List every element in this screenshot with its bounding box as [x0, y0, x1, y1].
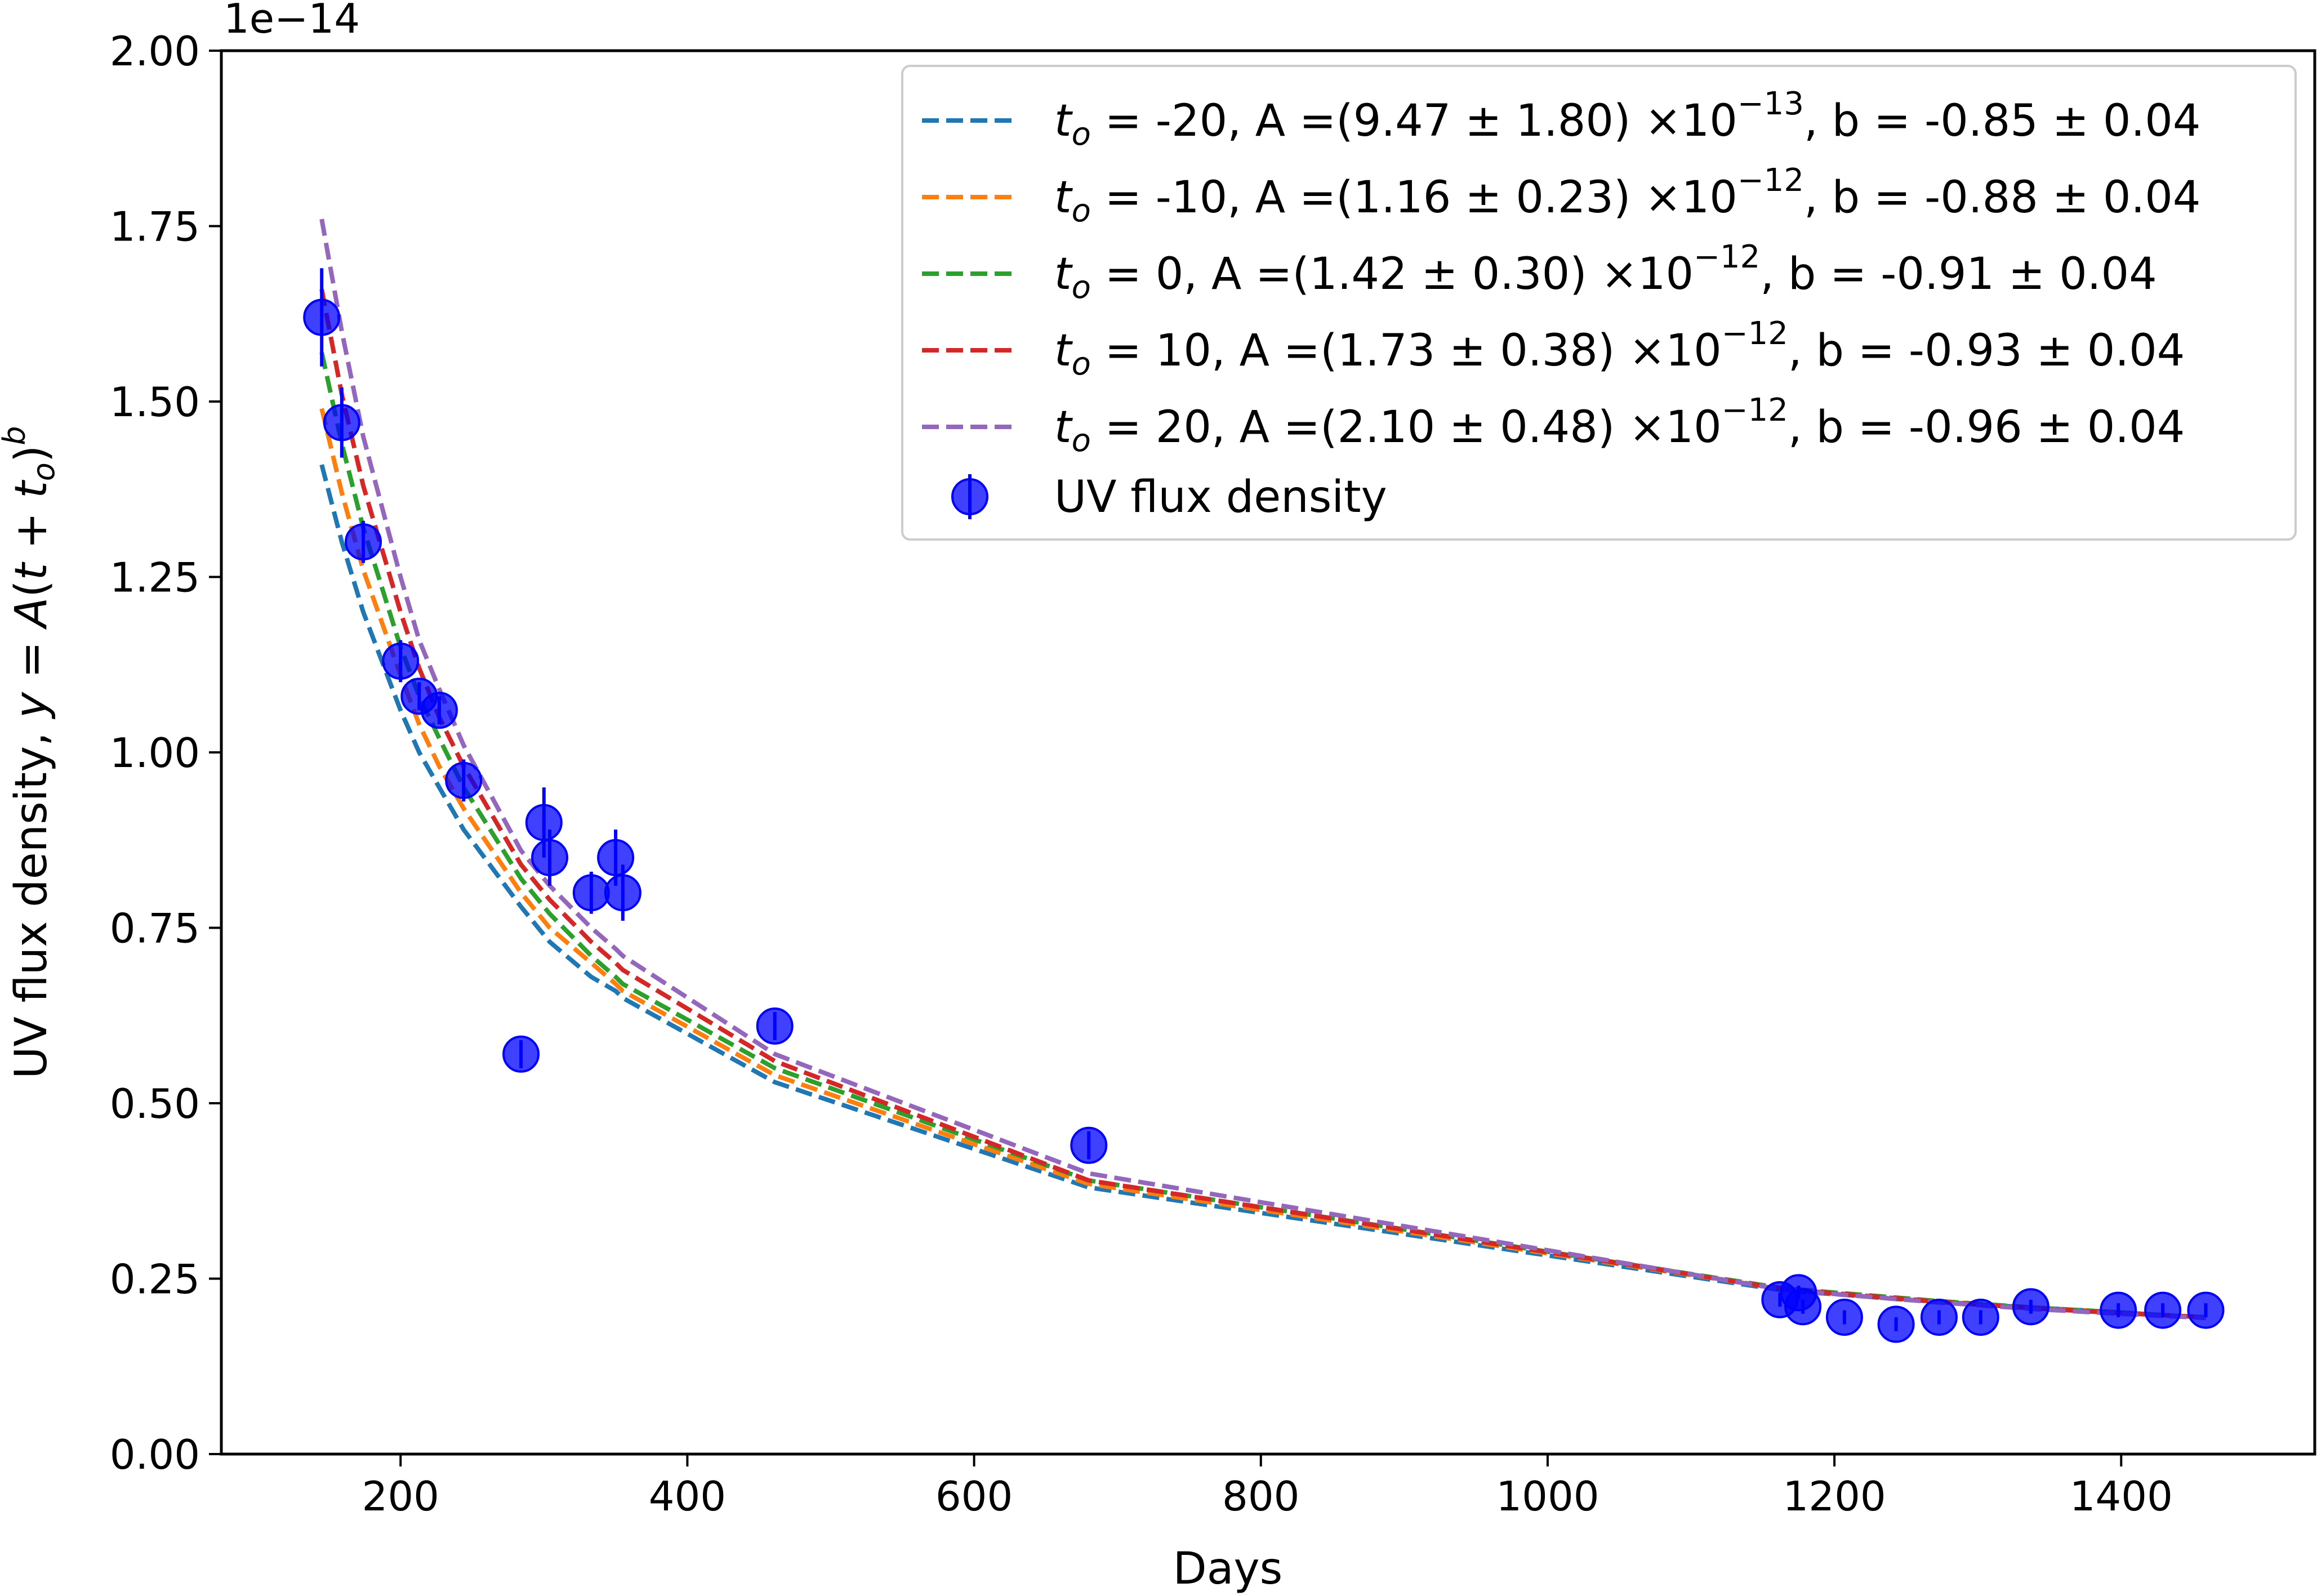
data-point	[445, 761, 483, 799]
legend-label: to = -20, A =(9.47 ± 1.80) ×10−13, b = -…	[1054, 86, 2201, 153]
data-point	[420, 692, 458, 729]
legend-label: to = 20, A =(2.10 ± 0.48) ×10−12, b = -0…	[1054, 392, 2185, 459]
legend-frame	[901, 65, 2297, 541]
x-axis-label: Days	[1173, 1544, 1283, 1594]
data-point	[1920, 1299, 1958, 1336]
data-point	[756, 1007, 794, 1045]
x-tick-label: 600	[935, 1473, 1013, 1520]
x-tick-label: 800	[1222, 1473, 1299, 1520]
y-tick-label: 0.75	[110, 905, 200, 952]
data-point	[2144, 1291, 2182, 1329]
y-tick-label: 1.00	[110, 729, 200, 777]
y-tick-label: 0.50	[110, 1080, 200, 1127]
y-tick-label: 0.00	[110, 1431, 200, 1478]
y-tick-label: 1.75	[110, 203, 200, 251]
data-point	[2100, 1291, 2137, 1329]
data-markers	[303, 268, 2225, 1343]
data-point	[1877, 1305, 1915, 1343]
x-tick-label: 1000	[1496, 1473, 1599, 1520]
y-axis-label: UV flux density, y = A(t + to)b	[0, 426, 61, 1078]
legend: to = -20, A =(9.47 ± 1.80) ×10−13, b = -…	[901, 65, 2297, 541]
x-axis: 200 400 600 800 1000 1200 1400	[362, 1454, 2173, 1520]
data-point	[345, 523, 382, 561]
data-point	[2187, 1291, 2225, 1329]
x-tick-label: 1200	[1783, 1473, 1886, 1520]
data-point	[1962, 1299, 1999, 1336]
data-point	[2012, 1288, 2049, 1326]
x-tick-label: 200	[362, 1473, 439, 1520]
x-tick-label: 400	[649, 1473, 726, 1520]
offset-text: 1e−14	[224, 0, 360, 42]
legend-swatch-marker	[951, 478, 988, 515]
data-point	[604, 874, 641, 912]
y-tick-label: 1.50	[110, 378, 200, 426]
fit-line-5	[319, 219, 2206, 1321]
y-tick-label: 2.00	[110, 28, 200, 75]
legend-label: to = -10, A =(1.16 ± 0.23) ×10−12, b = -…	[1054, 162, 2201, 229]
data-point	[502, 1035, 540, 1073]
data-point	[323, 404, 360, 442]
data-point	[1825, 1299, 1863, 1336]
y-axis: 0.00 0.25 0.50 0.75 1.00 1.25 1.50 1.75 2.00	[110, 28, 221, 1478]
data-point	[525, 804, 563, 841]
legend-label: to = 0, A =(1.42 ± 0.30) ×10−12, b = -0.…	[1054, 239, 2157, 306]
data-point	[572, 874, 610, 912]
data-point	[531, 839, 569, 876]
legend-label: UV flux density	[1054, 472, 1387, 523]
x-tick-label: 1400	[2070, 1473, 2173, 1520]
data-point	[597, 839, 635, 876]
data-point	[303, 298, 341, 336]
y-tick-label: 1.25	[110, 554, 200, 601]
data-point	[1070, 1126, 1108, 1164]
legend-label: to = 10, A =(1.73 ± 0.38) ×10−12, b = -0…	[1054, 315, 2185, 382]
data-point	[1784, 1288, 1822, 1326]
data-point	[382, 643, 420, 680]
y-tick-label: 0.25	[110, 1256, 200, 1303]
